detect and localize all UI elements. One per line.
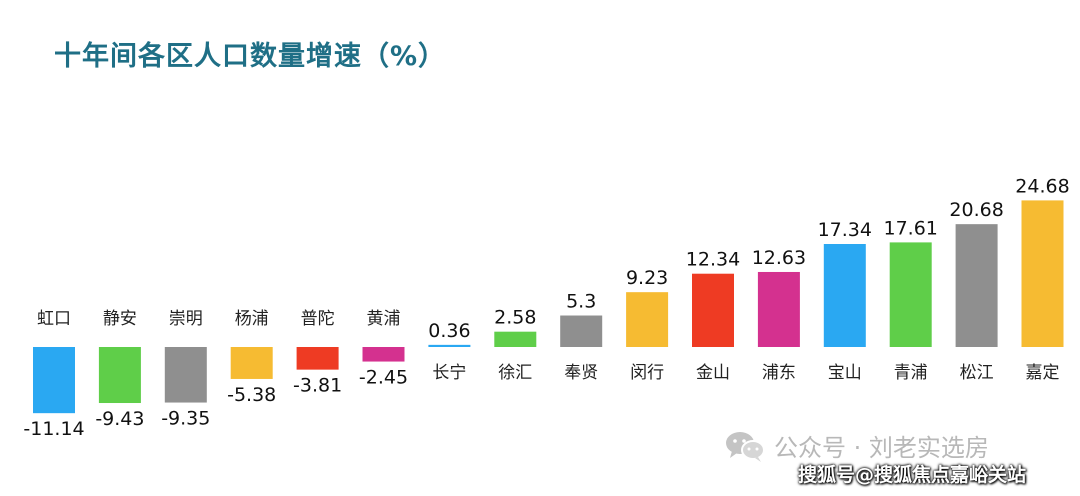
value-label: 17.61 (883, 217, 937, 239)
value-label: 2.58 (494, 307, 536, 329)
watermark-text: 公众号 · 刘老实选房 (774, 434, 989, 462)
bar-虹口 (33, 347, 75, 414)
value-label: -9.35 (161, 408, 210, 430)
category-label: 长宁 (432, 363, 466, 383)
bar-松江 (955, 224, 998, 347)
category-label: 徐汇 (498, 363, 532, 383)
category-label: 奉贤 (564, 363, 598, 383)
category-label: 静安 (103, 309, 137, 329)
wechat-icon (726, 431, 765, 462)
category-label: 浦东 (762, 363, 796, 383)
value-label: 12.34 (686, 249, 740, 271)
category-label: 青浦 (894, 363, 928, 383)
bar-奉贤 (560, 315, 603, 347)
value-label: 5.3 (566, 291, 596, 313)
value-label: -3.81 (293, 375, 342, 397)
bar-黄浦 (362, 347, 405, 362)
value-label: 17.34 (818, 219, 872, 241)
bar-长宁 (428, 344, 471, 347)
value-label: 0.36 (428, 320, 470, 342)
bar-金山 (692, 273, 734, 347)
value-label: -11.14 (23, 418, 84, 440)
bar-浦东 (757, 271, 800, 347)
category-label: 杨浦 (235, 309, 269, 329)
watermark: 公众号 · 刘老实选房 (724, 428, 989, 463)
bar-杨浦 (230, 347, 273, 379)
value-label: 12.63 (752, 247, 806, 269)
value-label: -9.43 (95, 408, 144, 430)
value-label: 20.68 (949, 199, 1003, 221)
category-label: 崇明 (169, 309, 203, 329)
bar-徐汇 (494, 331, 537, 347)
category-label: 松江 (960, 363, 994, 383)
category-label: 黄浦 (367, 309, 401, 329)
bar-宝山 (823, 244, 866, 347)
category-label: 闵行 (630, 363, 664, 383)
category-label: 普陀 (301, 309, 335, 329)
bar-静安 (98, 347, 141, 404)
chart-title: 十年间各区人口数量增速（%） (54, 41, 447, 72)
bar-闵行 (626, 292, 669, 347)
value-label: 24.68 (1015, 175, 1069, 197)
bars-layer: 虹口 -11.14 静安 -9.43 崇明 -9.35 杨浦 -5.38 普陀 -3.81 黄浦 -2… (23, 175, 1069, 440)
value-label: -5.38 (227, 384, 276, 406)
bar-普陀 (296, 347, 339, 370)
value-label: -2.45 (359, 367, 408, 389)
category-label: 嘉定 (1026, 363, 1060, 383)
bar-嘉定 (1021, 200, 1064, 347)
category-label: 宝山 (828, 363, 862, 383)
source-credit: 搜狐号@搜狐焦点嘉峪关站 (798, 464, 1027, 486)
bar-青浦 (889, 242, 932, 347)
category-label: 虹口 (37, 309, 71, 329)
bar-崇明 (164, 347, 207, 403)
category-label: 金山 (696, 363, 730, 383)
value-label: 9.23 (626, 267, 668, 289)
